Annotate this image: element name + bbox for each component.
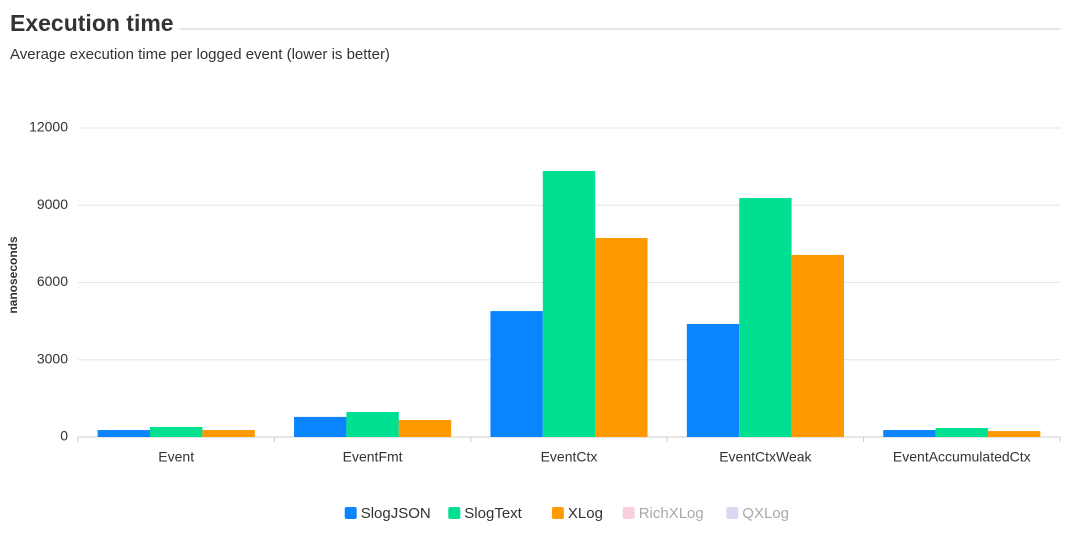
- x-tick-label: Event: [158, 449, 194, 465]
- legend-swatch[interactable]: [551, 507, 564, 519]
- legend-swatch[interactable]: [448, 507, 461, 519]
- bar: [150, 426, 203, 437]
- legend-label[interactable]: XLog: [568, 505, 603, 522]
- bar: [595, 237, 648, 437]
- x-tick-label: EventFmt: [343, 449, 403, 465]
- bar: [883, 430, 936, 437]
- legend-label[interactable]: RichXLog: [639, 505, 704, 522]
- legend-label[interactable]: QXLog: [742, 505, 789, 522]
- y-tick-label: 6000: [37, 273, 68, 289]
- legend-label[interactable]: SlogJSON: [361, 505, 431, 522]
- bar: [202, 430, 255, 437]
- legend-swatch[interactable]: [622, 507, 635, 519]
- bar: [542, 171, 596, 437]
- y-axis-label: nanoseconds: [6, 236, 20, 314]
- bar: [97, 430, 151, 437]
- y-tick-label: 3000: [37, 350, 68, 366]
- x-tick-label: EventCtxWeak: [719, 449, 812, 465]
- legend-label[interactable]: SlogText: [464, 505, 522, 522]
- bar: [987, 431, 1041, 437]
- y-tick-label: 12000: [29, 119, 68, 135]
- bar: [791, 254, 844, 437]
- y-tick-label: 0: [60, 428, 68, 444]
- chart-subtitle: Average execution time per logged event …: [10, 46, 390, 63]
- bar: [490, 311, 543, 437]
- bar: [294, 416, 347, 437]
- x-tick-label: EventAccumulatedCtx: [893, 449, 1031, 465]
- bar: [935, 427, 988, 437]
- legend-swatch[interactable]: [726, 507, 739, 519]
- chart-title: Execution time: [10, 10, 174, 36]
- legend-swatch[interactable]: [344, 507, 357, 519]
- y-tick-label: 9000: [37, 196, 68, 212]
- x-tick-label: EventCtx: [541, 449, 598, 465]
- bar: [398, 420, 452, 437]
- bar: [739, 198, 792, 437]
- bar: [346, 412, 399, 437]
- bar: [686, 323, 740, 437]
